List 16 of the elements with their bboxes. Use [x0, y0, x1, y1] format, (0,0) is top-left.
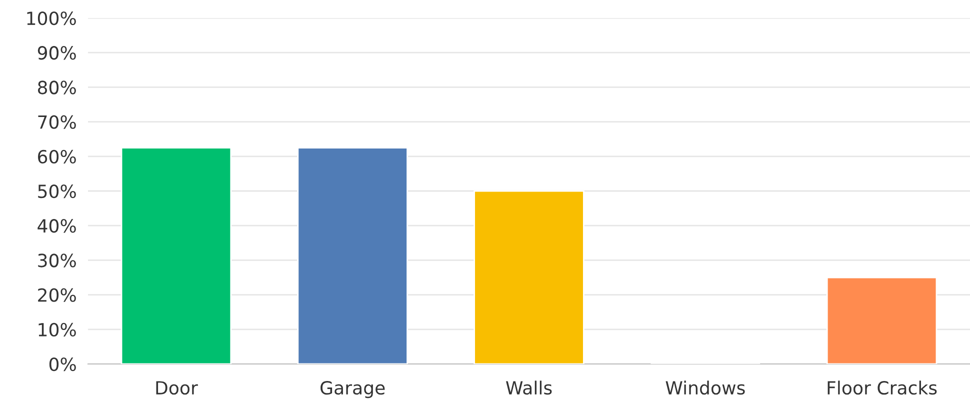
y-tick-label: 100% — [27, 11, 76, 26]
x-tick-label: Garage — [320, 380, 385, 398]
y-tick-label: 50% — [38, 184, 76, 198]
x-tick-label: Floor Cracks — [828, 380, 937, 395]
x-tick-label: Door — [156, 381, 198, 395]
x-tick-label: Walls — [506, 380, 552, 395]
y-tick-label: 0% — [49, 357, 76, 372]
y-tick-label: 40% — [38, 219, 76, 233]
y-tick-label: 10% — [38, 322, 76, 337]
y-tick-label: 60% — [38, 150, 76, 164]
y-tick-label: 90% — [38, 46, 76, 60]
x-tick-label: Windows — [666, 380, 745, 395]
y-tick-label: 20% — [38, 288, 76, 302]
y-tick-label: 70% — [38, 115, 76, 129]
y-tick-label: 30% — [38, 254, 76, 268]
y-tick-label: 80% — [38, 80, 76, 94]
